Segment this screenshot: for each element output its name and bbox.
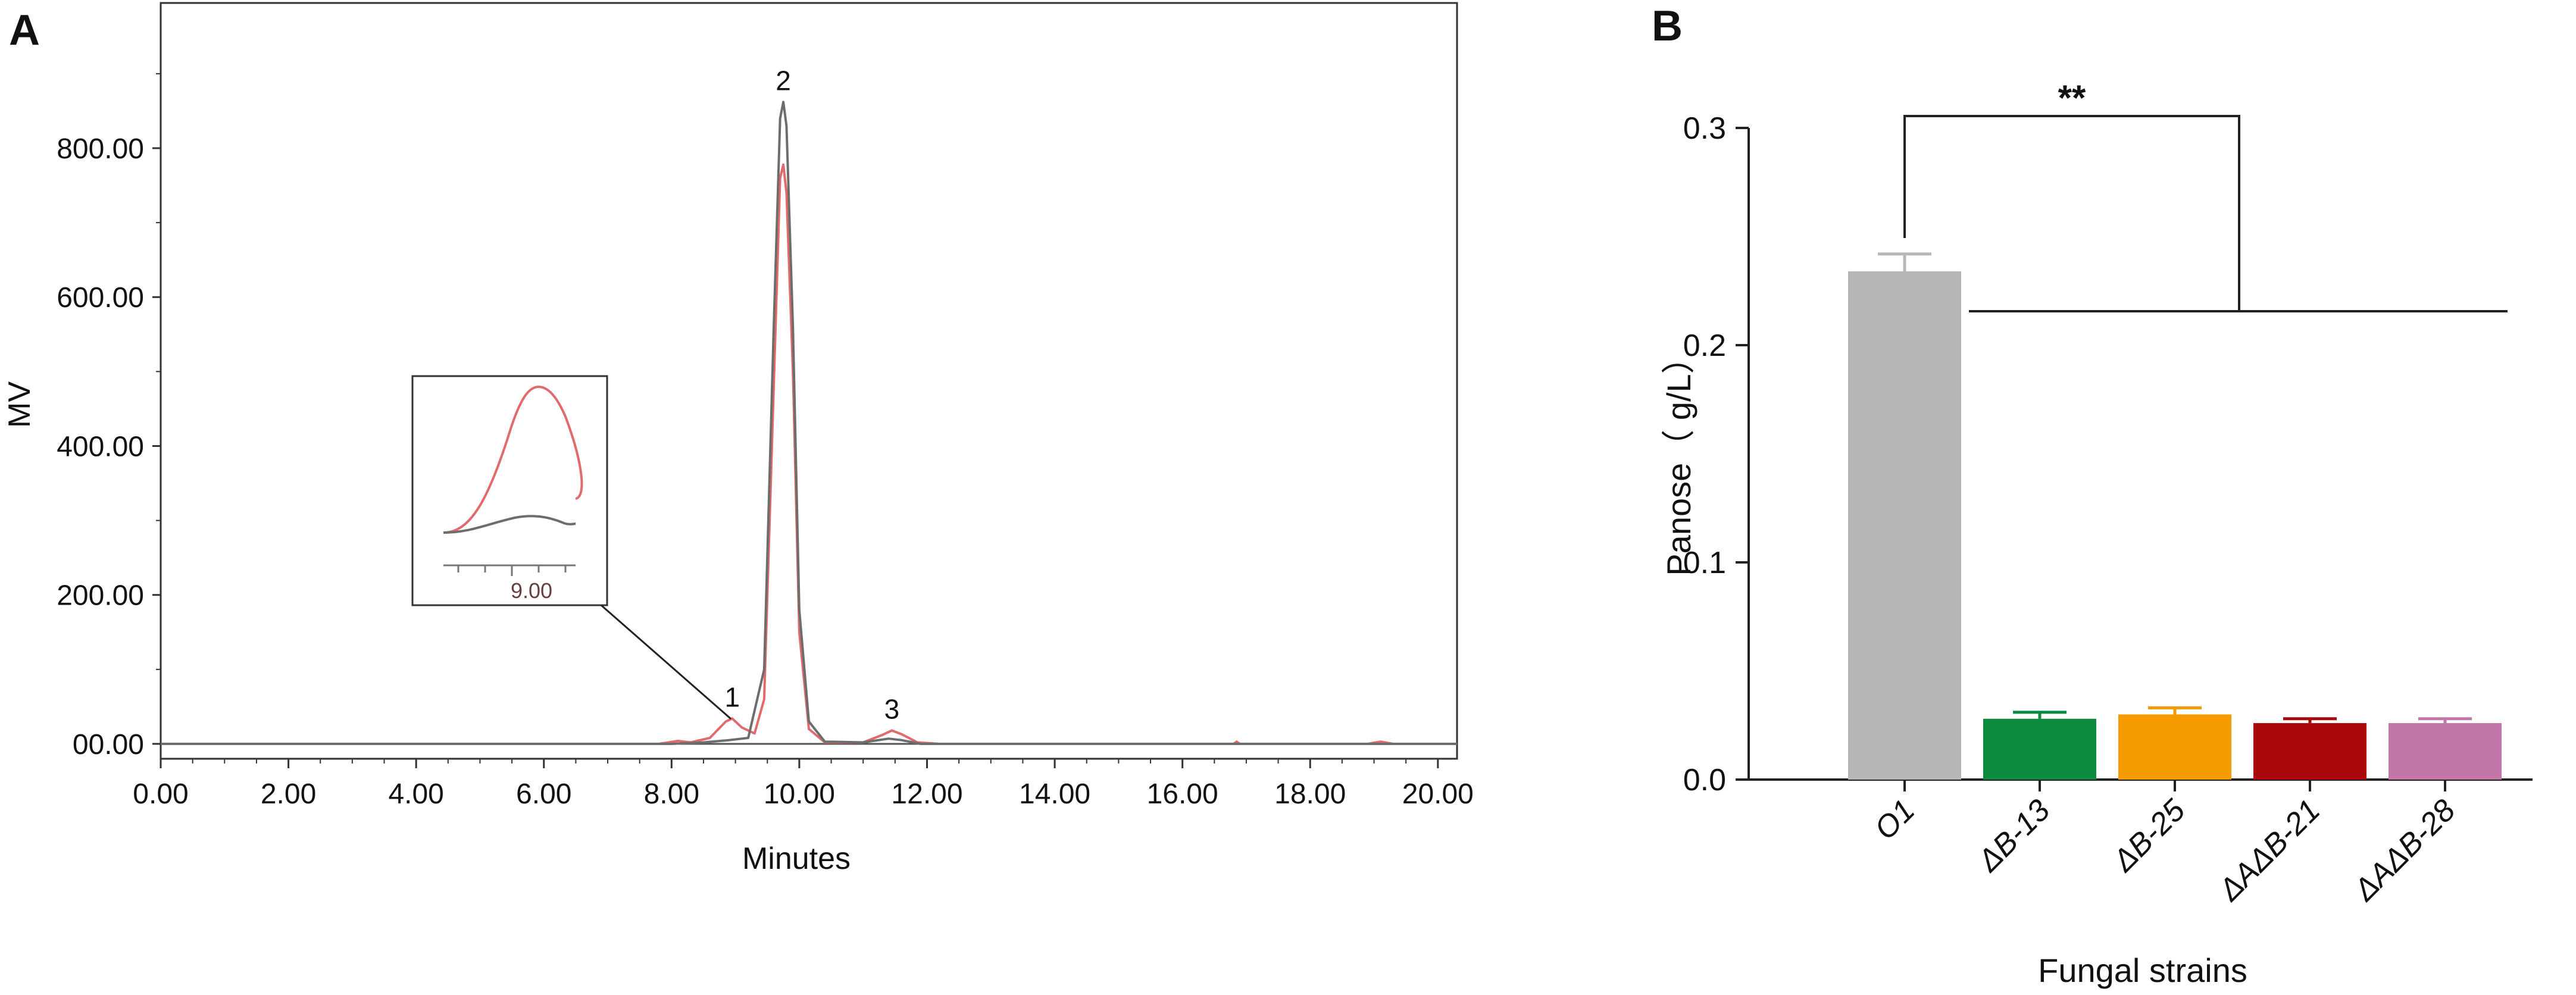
category-label: ΔAΔB-28 <box>2347 793 2462 908</box>
plot-frame-a <box>160 2 1458 760</box>
inset-leader-line <box>601 604 731 720</box>
inset-gray-peak <box>443 515 576 534</box>
category-label: ΔB-25 <box>2106 793 2193 880</box>
y-axis-title-b: Panose（ g/L） <box>1660 340 1697 575</box>
inset-zoom: 9.00 <box>411 375 731 720</box>
peak-label: 1 <box>724 681 740 712</box>
category-label: ΔAΔB-21 <box>2212 793 2327 908</box>
x-axis-b: O1 ΔB-13 ΔB-25 ΔAΔB-21 ΔAΔB-28 <box>1868 780 2462 908</box>
y-tick-label: 00.00 <box>73 729 144 761</box>
x-tick-label: 20.00 <box>1402 778 1474 810</box>
bar-4 <box>2253 723 2366 780</box>
category-label: ΔB-13 <box>1971 793 2057 879</box>
x-axis-title-b: Fungal strains <box>2038 952 2247 989</box>
series-line-1 <box>161 163 1457 745</box>
bar-1 <box>1848 271 1961 780</box>
y-axis-title-a: MV <box>2 381 37 428</box>
x-axis-title-a: Minutes <box>742 841 851 876</box>
inset-tick-label: 9.00 <box>511 578 552 603</box>
y-tick-label-b: 0.3 <box>1683 111 1726 146</box>
x-axis-a: 0.00 2.00 4.00 6.00 8.00 10.00 12.00 14.00 16.00… <box>133 759 1474 810</box>
y-tick-label: 800.00 <box>57 133 144 165</box>
x-tick-label: 16.00 <box>1147 778 1218 810</box>
peak-labels: 1 2 3 <box>724 65 899 724</box>
significance-label: ** <box>2058 78 2086 118</box>
x-tick-label: 18.00 <box>1274 778 1346 810</box>
panel-a-chromatogram: A 00.00 200.00 400.00 600.00 800.00 0.00 2.00… <box>2 2 1474 876</box>
significance-bracket: ** <box>1903 78 2508 312</box>
x-tick-label: 14.00 <box>1019 778 1090 810</box>
y-axis-a: 00.00 200.00 400.00 600.00 800.00 <box>57 73 161 761</box>
bar-5 <box>2389 723 2502 780</box>
x-tick-label: 2.00 <box>261 778 316 810</box>
y-tick-label: 400.00 <box>57 431 144 462</box>
inset-frame <box>411 375 608 606</box>
y-tick-label-b: 0.1 <box>1683 546 1726 580</box>
x-tick-label: 4.00 <box>388 778 443 810</box>
x-tick-label: 12.00 <box>891 778 962 810</box>
panel-a-letter: A <box>9 7 40 54</box>
bracket-line <box>1903 115 2240 311</box>
series-line-2 <box>161 101 1457 745</box>
panel-b-letter: B <box>1652 2 1683 50</box>
y-axis-b: 0.0 0.1 0.2 0.3 <box>1683 111 1749 797</box>
inset-red-peak <box>443 385 583 534</box>
panel-b-bar-chart: B 0.0 0.1 0.2 0.3 O1 ΔB-13 ΔB-25 ΔAΔB-21 ΔAΔB-2… <box>1652 2 2533 989</box>
y-tick-label: 200.00 <box>57 580 144 612</box>
x-tick-label: 0.00 <box>133 778 188 810</box>
peak-label: 3 <box>884 693 900 724</box>
peak-label: 2 <box>776 65 791 96</box>
y-tick-label-b: 0.0 <box>1683 763 1726 797</box>
bars <box>1848 252 2502 780</box>
y-tick-label: 600.00 <box>57 282 144 314</box>
x-tick-label: 8.00 <box>644 778 699 810</box>
category-label: O1 <box>1868 793 1921 846</box>
x-tick-label: 6.00 <box>516 778 571 810</box>
y-tick-label-b: 0.2 <box>1683 328 1726 363</box>
chromatogram-series <box>161 101 1457 745</box>
bar-3 <box>2118 714 2231 780</box>
bar-2 <box>1983 718 2096 780</box>
x-tick-label: 10.00 <box>764 778 835 810</box>
